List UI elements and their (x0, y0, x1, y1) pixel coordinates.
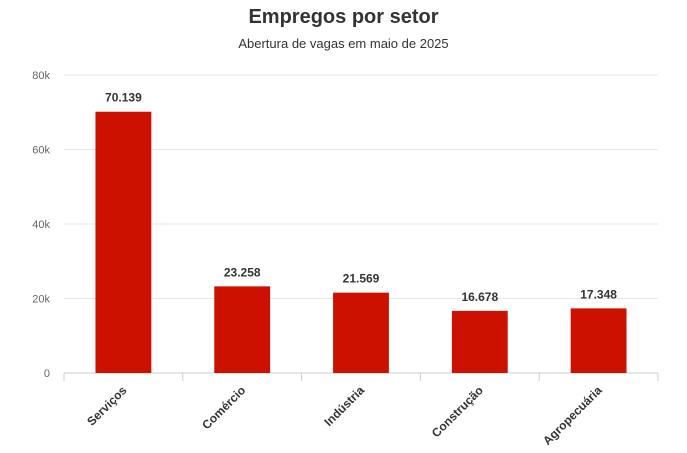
data-label: 21.569 (343, 272, 380, 286)
bar (333, 292, 389, 373)
y-tick-label: 0 (44, 368, 50, 380)
x-tick-label: Serviços (84, 383, 130, 429)
y-tick-label: 80k (32, 70, 50, 82)
x-tick-label: Construção (429, 383, 486, 440)
data-label: 16.678 (461, 290, 498, 304)
x-tick-label: Indústria (321, 383, 367, 429)
x-tick-label: Agropecuária (540, 383, 605, 448)
bar (451, 310, 508, 373)
y-tick-label: 40k (32, 219, 50, 231)
chart-subtitle: Abertura de vagas em maio de 2025 (238, 36, 449, 51)
bar (214, 286, 271, 373)
y-tick-label: 60k (32, 145, 50, 157)
data-label: 70.139 (105, 91, 142, 105)
bar (95, 111, 152, 373)
data-label: 17.348 (580, 287, 617, 301)
data-label: 23.258 (224, 265, 261, 279)
bar (570, 308, 627, 373)
x-tick-label: Comércio (199, 383, 248, 432)
y-tick-label: 20k (32, 294, 50, 306)
chart-title: Empregos por setor (248, 6, 439, 28)
